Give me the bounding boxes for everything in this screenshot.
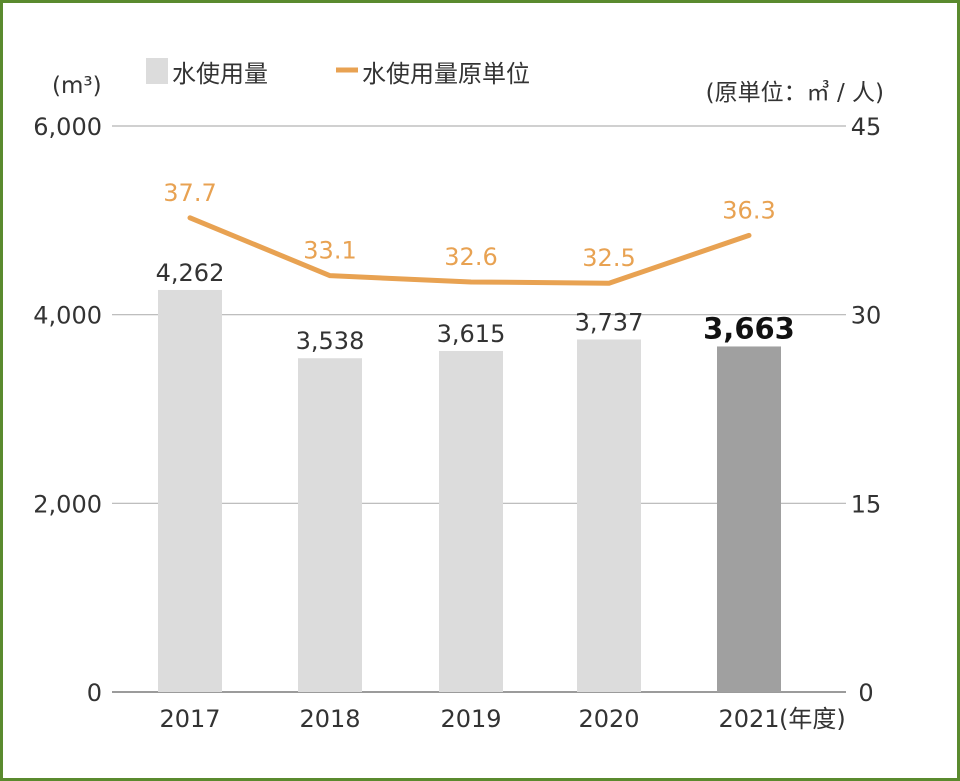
bar-2017	[158, 289, 222, 692]
bar-2020	[577, 339, 641, 692]
legend-bar-swatch	[146, 58, 168, 84]
bar-value-label: 3,615	[437, 320, 506, 348]
right-axis-tick-label: 0	[858, 679, 873, 707]
line-value-label: 32.6	[444, 243, 497, 271]
left-axis-tick-label: 2,000	[33, 490, 102, 518]
bar-2018	[298, 358, 362, 692]
bar-value-label: 4,262	[156, 259, 225, 287]
x-axis-tick-label: 2017	[159, 705, 220, 733]
line-value-label: 33.1	[303, 237, 356, 265]
bar-value-label: 3,737	[575, 308, 644, 336]
legend-bar-label: 水使用量	[172, 60, 268, 88]
bar-2019	[439, 350, 503, 692]
line-series-path	[187, 215, 752, 286]
left-axis-tick-label: 4,000	[33, 302, 102, 330]
legend-line-label: 水使用量原単位	[362, 60, 530, 88]
line-value-label: 36.3	[722, 196, 775, 224]
right-axis-unit-label: (原単位：㎥ / 人)	[706, 79, 884, 106]
x-axis-tick-label: 2021	[718, 705, 779, 733]
right-axis-tick-label: 30	[851, 302, 882, 330]
bar-value-label: 3,538	[296, 327, 365, 355]
bar-2021	[717, 346, 781, 692]
line-value-label: 37.7	[163, 179, 216, 207]
left-axis-tick-label: 0	[87, 679, 102, 707]
right-axis-tick-label: 45	[851, 113, 882, 141]
x-axis-tick-label: 2018	[299, 705, 360, 733]
x-axis-unit-label: (年度)	[779, 705, 846, 733]
left-axis-unit-label: (m³)	[52, 73, 102, 99]
left-axis-tick-label: 6,000	[33, 113, 102, 141]
line-value-label: 32.5	[582, 244, 635, 272]
right-axis-tick-label: 15	[851, 490, 882, 518]
x-axis-tick-label: 2019	[440, 705, 501, 733]
bar-value-label: 3,663	[703, 311, 795, 345]
x-axis-tick-label: 2020	[578, 705, 639, 733]
